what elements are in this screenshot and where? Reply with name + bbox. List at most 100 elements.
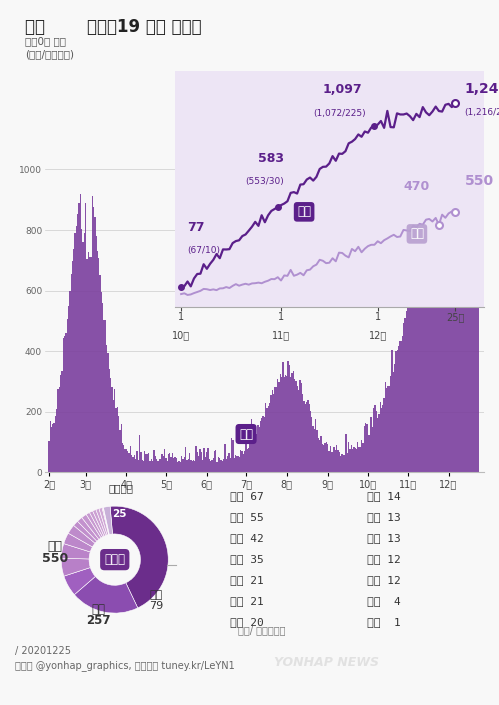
Bar xyxy=(198,455,200,472)
Bar xyxy=(171,457,172,472)
Bar xyxy=(277,379,278,472)
Bar xyxy=(92,195,93,472)
Bar xyxy=(215,450,217,472)
Bar xyxy=(451,226,452,472)
Bar xyxy=(115,408,117,472)
Bar xyxy=(274,386,275,472)
Bar xyxy=(291,374,293,472)
Bar xyxy=(437,239,439,472)
Bar xyxy=(422,264,423,472)
Bar xyxy=(63,338,64,472)
Bar xyxy=(160,460,161,472)
Text: 강원 13: 강원 13 xyxy=(367,533,401,543)
Bar xyxy=(447,235,448,472)
Bar xyxy=(134,455,135,472)
Bar xyxy=(168,454,169,472)
Bar xyxy=(184,458,185,472)
Bar xyxy=(419,274,420,472)
Bar xyxy=(333,447,335,472)
Bar xyxy=(470,185,472,472)
Bar xyxy=(157,461,159,472)
Bar xyxy=(161,454,163,472)
Bar xyxy=(142,460,143,472)
Bar xyxy=(385,382,386,472)
Bar xyxy=(205,457,206,472)
Bar xyxy=(415,279,416,472)
Bar xyxy=(159,460,160,472)
Bar xyxy=(110,378,111,472)
Bar xyxy=(443,245,444,472)
Text: 인천 55: 인천 55 xyxy=(230,512,263,522)
Bar xyxy=(176,458,177,472)
Text: / 20201225: / 20201225 xyxy=(15,646,71,656)
Bar xyxy=(364,426,365,472)
Bar xyxy=(393,372,394,472)
Bar xyxy=(65,333,66,472)
Bar xyxy=(452,222,453,472)
Bar xyxy=(74,233,76,472)
Bar xyxy=(131,455,132,472)
Bar xyxy=(386,388,387,472)
Bar xyxy=(460,154,461,472)
Bar xyxy=(105,319,106,472)
Wedge shape xyxy=(74,521,97,544)
Bar xyxy=(426,255,427,472)
Bar xyxy=(239,457,240,472)
Bar xyxy=(348,442,349,472)
Bar xyxy=(250,419,252,472)
Text: 충북 42: 충북 42 xyxy=(230,533,263,543)
Bar xyxy=(378,414,380,472)
Wedge shape xyxy=(103,506,113,534)
Bar xyxy=(474,141,476,472)
Bar xyxy=(73,250,74,472)
Bar xyxy=(418,278,419,472)
Bar xyxy=(383,398,385,472)
Bar xyxy=(382,405,383,472)
Bar xyxy=(463,151,464,472)
Bar xyxy=(416,271,418,472)
Bar xyxy=(218,458,219,472)
Bar xyxy=(420,272,422,472)
Bar xyxy=(352,449,353,472)
Text: 충남: 충남 xyxy=(150,590,163,600)
Bar xyxy=(227,456,229,472)
Bar xyxy=(56,410,57,472)
Bar xyxy=(167,461,168,472)
Bar xyxy=(449,212,451,472)
Text: 25: 25 xyxy=(112,509,126,519)
Bar xyxy=(290,376,291,472)
Bar xyxy=(369,435,370,472)
Bar xyxy=(407,303,409,472)
Bar xyxy=(97,251,98,472)
Bar xyxy=(286,376,287,472)
Bar xyxy=(123,446,124,472)
Bar xyxy=(349,448,351,472)
Bar xyxy=(311,417,312,472)
Bar xyxy=(114,388,115,472)
Bar xyxy=(297,386,298,472)
Bar xyxy=(380,402,381,472)
Bar xyxy=(175,458,176,472)
Bar xyxy=(77,214,78,472)
Bar xyxy=(229,453,230,472)
Wedge shape xyxy=(61,558,90,576)
Bar xyxy=(478,97,480,472)
Bar xyxy=(343,455,344,472)
Bar xyxy=(340,456,341,472)
Bar xyxy=(155,456,156,472)
Bar xyxy=(336,445,337,472)
Bar xyxy=(411,293,412,472)
Bar xyxy=(118,416,119,472)
Bar xyxy=(236,456,238,472)
Bar xyxy=(477,111,478,472)
Bar xyxy=(279,374,281,472)
Text: (67/10): (67/10) xyxy=(188,246,221,255)
Bar xyxy=(59,387,60,472)
Text: 550: 550 xyxy=(465,174,494,188)
Bar xyxy=(316,429,318,472)
Bar xyxy=(177,462,178,472)
Text: 경북 67: 경북 67 xyxy=(230,491,263,501)
Text: 583: 583 xyxy=(258,152,284,165)
Bar xyxy=(397,350,398,472)
Bar xyxy=(98,258,99,472)
